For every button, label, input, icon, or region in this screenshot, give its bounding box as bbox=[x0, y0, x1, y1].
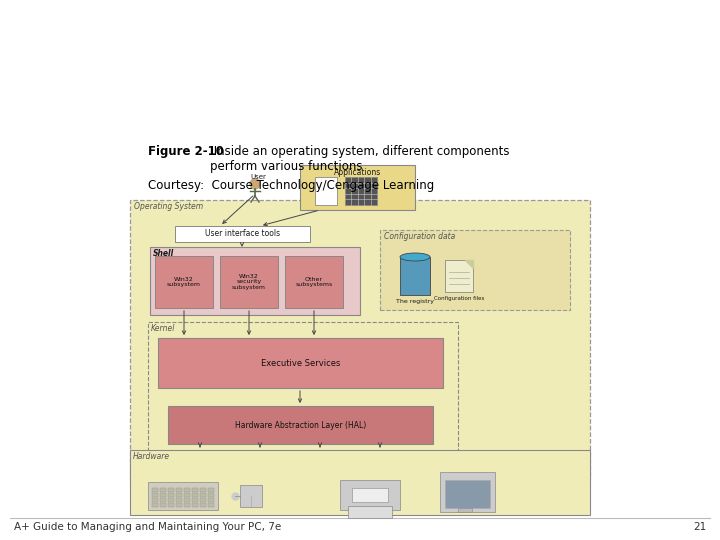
Bar bbox=[208, 488, 214, 492]
Bar bbox=[158, 338, 443, 388]
Bar bbox=[192, 493, 198, 497]
Bar bbox=[200, 493, 206, 497]
Text: Win32
security
subsystem: Win32 security subsystem bbox=[232, 274, 266, 291]
Text: User: User bbox=[250, 174, 266, 180]
Bar bbox=[175, 226, 310, 242]
Ellipse shape bbox=[400, 253, 430, 261]
Bar bbox=[184, 488, 190, 492]
Bar bbox=[200, 488, 206, 492]
Bar bbox=[184, 493, 190, 497]
Bar bbox=[184, 503, 190, 507]
Bar bbox=[340, 480, 400, 510]
Bar bbox=[160, 498, 166, 502]
Text: Applications: Applications bbox=[334, 168, 381, 177]
Bar bbox=[168, 498, 174, 502]
Bar bbox=[150, 247, 360, 315]
Bar bbox=[148, 322, 458, 472]
Text: The registry: The registry bbox=[396, 299, 434, 304]
Bar bbox=[130, 200, 590, 480]
Text: Configuration files: Configuration files bbox=[434, 296, 484, 301]
Text: Hardware Abstraction Layer (HAL): Hardware Abstraction Layer (HAL) bbox=[235, 421, 366, 429]
Polygon shape bbox=[465, 260, 473, 268]
Bar bbox=[345, 177, 377, 205]
Bar bbox=[380, 230, 570, 310]
Text: Configuration data: Configuration data bbox=[384, 232, 455, 241]
Bar bbox=[148, 482, 218, 510]
Bar bbox=[240, 485, 262, 507]
Bar bbox=[200, 503, 206, 507]
Bar bbox=[176, 488, 182, 492]
Text: Hardware: Hardware bbox=[133, 452, 170, 461]
Text: Figure 2-10: Figure 2-10 bbox=[148, 145, 224, 158]
Bar bbox=[160, 488, 166, 492]
Bar bbox=[445, 260, 473, 292]
Text: Win32
subsystem: Win32 subsystem bbox=[167, 276, 201, 287]
Text: Courtesy:  Course Technology/Cengage Learning: Courtesy: Course Technology/Cengage Lear… bbox=[148, 179, 434, 192]
Bar bbox=[400, 257, 430, 295]
Bar bbox=[152, 498, 158, 502]
Bar bbox=[208, 493, 214, 497]
Bar bbox=[152, 493, 158, 497]
Bar bbox=[130, 450, 590, 515]
Bar bbox=[315, 177, 337, 205]
Text: Inside an operating system, different components
perform various functions: Inside an operating system, different co… bbox=[210, 145, 510, 173]
Bar bbox=[168, 503, 174, 507]
Bar bbox=[285, 256, 343, 308]
Bar bbox=[160, 503, 166, 507]
Text: Shell: Shell bbox=[153, 249, 174, 258]
Bar bbox=[152, 503, 158, 507]
Bar bbox=[155, 256, 213, 308]
Bar bbox=[152, 488, 158, 492]
Bar bbox=[200, 498, 206, 502]
Bar bbox=[184, 498, 190, 502]
Bar bbox=[168, 406, 433, 444]
Bar bbox=[160, 493, 166, 497]
Bar bbox=[208, 503, 214, 507]
Bar bbox=[176, 493, 182, 497]
Text: 21: 21 bbox=[693, 522, 706, 532]
Bar bbox=[348, 506, 392, 518]
Bar bbox=[168, 488, 174, 492]
Text: Kernel: Kernel bbox=[151, 324, 176, 333]
Bar bbox=[176, 498, 182, 502]
Bar bbox=[168, 493, 174, 497]
Bar bbox=[220, 256, 278, 308]
Text: Operating System: Operating System bbox=[134, 202, 203, 211]
Text: A+ Guide to Managing and Maintaining Your PC, 7e: A+ Guide to Managing and Maintaining You… bbox=[14, 522, 282, 532]
Bar bbox=[352, 488, 388, 502]
Bar bbox=[440, 472, 495, 512]
Bar bbox=[192, 488, 198, 492]
Text: Executive Services: Executive Services bbox=[261, 359, 340, 368]
Bar bbox=[300, 165, 415, 210]
Bar bbox=[445, 480, 490, 508]
Bar bbox=[192, 503, 198, 507]
Bar bbox=[208, 498, 214, 502]
Circle shape bbox=[250, 179, 260, 189]
Bar bbox=[458, 508, 472, 512]
Bar bbox=[192, 498, 198, 502]
Text: Other
subsystems: Other subsystems bbox=[295, 276, 333, 287]
Text: User interface tools: User interface tools bbox=[205, 230, 280, 239]
Bar bbox=[176, 503, 182, 507]
